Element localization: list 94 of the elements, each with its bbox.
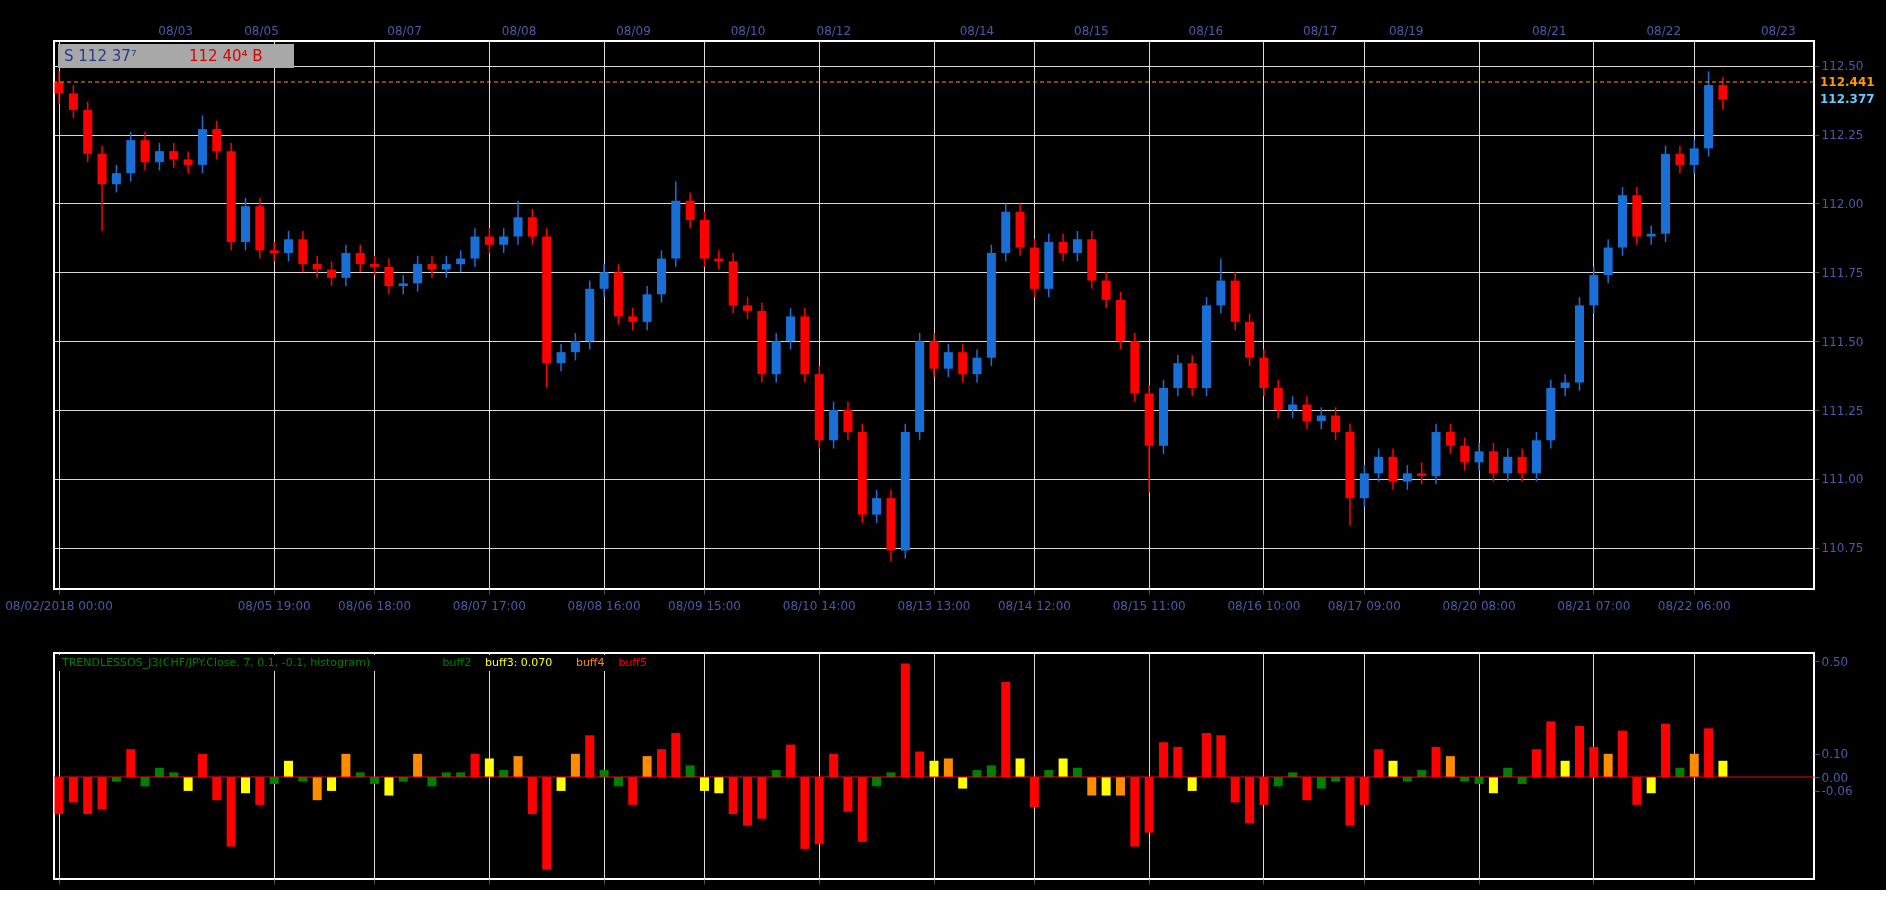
- text: 08/17: [1303, 24, 1338, 38]
- bar: [642, 756, 652, 778]
- annotation: S 112 37⁷: [64, 47, 137, 65]
- bar: [1058, 758, 1068, 778]
- bar: [929, 760, 939, 778]
- text: buff2: [442, 656, 472, 669]
- text: 08/23: [1760, 24, 1796, 38]
- bar: [341, 753, 351, 778]
- bar: [1101, 777, 1111, 796]
- candlestick: [312, 255, 322, 278]
- y-tick-label: 111.50: [1821, 334, 1864, 349]
- candlestick: [427, 255, 437, 278]
- bar: [714, 777, 724, 794]
- bar: [986, 765, 996, 778]
- bar: [1560, 760, 1570, 778]
- y-tick-label: 111.00: [1821, 472, 1864, 487]
- candlestick: [169, 142, 179, 168]
- x-tick-label: 08/07 17:00: [452, 598, 526, 613]
- bar: [1115, 777, 1125, 796]
- text: 08/10: [730, 24, 766, 38]
- chart-title: TRENDLESSOS_J3(CHF/JPY.Close, 7, 0.1, -0.1, histogram): [61, 656, 371, 669]
- ref-line-label: 112.441: [1820, 75, 1875, 90]
- bar: [1316, 777, 1326, 789]
- bar: [384, 777, 394, 796]
- x-tick-label: 08/08 16:00: [567, 598, 641, 613]
- text: buff3: 0.070: [485, 656, 553, 669]
- bar: [943, 758, 953, 778]
- candlestick: [183, 151, 193, 174]
- x-tick-label: 08/14 12:00: [997, 598, 1071, 613]
- bar: [685, 765, 695, 778]
- bar: [700, 777, 709, 791]
- x-tick-label: 08/15 11:00: [1112, 598, 1186, 613]
- text: 08/19: [1388, 24, 1424, 38]
- y-tick-label: 0.10: [1821, 747, 1849, 762]
- candlestick: [1560, 374, 1570, 397]
- text: 08/15: [1074, 24, 1109, 38]
- bar: [1488, 777, 1498, 794]
- text: 08/09: [616, 24, 651, 38]
- bar: [1646, 777, 1656, 794]
- text: 08/21: [1531, 24, 1567, 38]
- candlestick: [1646, 225, 1656, 245]
- bar: [1718, 760, 1728, 778]
- x-tick-label: 08/20 08:00: [1442, 598, 1516, 613]
- y-tick-label: 0.00: [1821, 770, 1849, 785]
- bar: [413, 753, 423, 778]
- text: 08/03: [158, 24, 193, 38]
- x-tick-label: 08/21 07:00: [1557, 598, 1631, 613]
- text: 08/16: [1188, 24, 1224, 38]
- text: 08/07: [387, 24, 422, 38]
- x-tick-label: 08/05 19:00: [237, 598, 311, 613]
- bar: [556, 777, 566, 791]
- x-tick-label: 08/13 13:00: [897, 598, 971, 613]
- bar: [327, 777, 337, 791]
- x-tick-label: 08/02/2018 00:00: [5, 598, 113, 613]
- bar: [958, 777, 968, 789]
- bar: [570, 753, 580, 778]
- text: buff5: [618, 656, 647, 669]
- bar: [1388, 760, 1398, 778]
- x-tick-label: 08/09 15:00: [668, 598, 741, 613]
- bar: [1015, 758, 1025, 778]
- text: 08/14: [959, 24, 995, 38]
- bar: [1689, 753, 1699, 778]
- bar: [240, 777, 250, 794]
- text: 08/12: [816, 24, 852, 38]
- bar: [284, 760, 294, 778]
- text: 112.377: [1820, 92, 1875, 106]
- x-tick-label: 08/22 06:00: [1657, 598, 1731, 613]
- text: 08/05: [244, 24, 279, 38]
- y-tick-label: 112.50: [1821, 59, 1864, 74]
- y-tick-label: 112.00: [1821, 196, 1864, 211]
- candlestick: [628, 308, 638, 331]
- y-tick-label: 110.75: [1821, 541, 1864, 556]
- bar: [513, 756, 523, 778]
- bar: [1603, 753, 1613, 778]
- x-tick-label: 08/16 10:00: [1227, 598, 1301, 613]
- y-tick-label: 111.25: [1821, 403, 1864, 418]
- candlestick: [269, 242, 279, 262]
- bar: [484, 758, 494, 778]
- y-tick-label: 111.75: [1821, 265, 1864, 280]
- y-tick-label: -0.06: [1821, 784, 1853, 799]
- bar: [312, 777, 322, 801]
- bar: [1445, 756, 1455, 778]
- annotation: 112 40⁴ B: [189, 47, 263, 65]
- text: 08/08: [501, 24, 537, 38]
- y-tick-label: 112.25: [1821, 128, 1864, 143]
- text: 08/22: [1646, 24, 1682, 38]
- bar: [1087, 777, 1097, 796]
- x-tick-label: 08/06 18:00: [338, 598, 412, 613]
- text: buff4: [575, 656, 605, 669]
- y-tick-label: 0.50: [1821, 654, 1849, 669]
- bar: [1187, 777, 1197, 791]
- x-tick-label: 08/17 09:00: [1327, 598, 1401, 613]
- bar: [183, 777, 193, 791]
- x-tick-label: 08/10 14:00: [782, 598, 856, 613]
